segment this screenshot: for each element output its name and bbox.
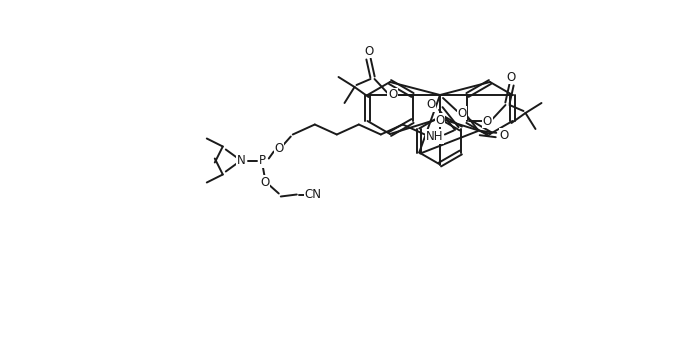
Text: O: O (388, 88, 397, 102)
Text: O: O (260, 176, 269, 189)
Text: P: P (259, 154, 267, 167)
Text: O: O (274, 142, 284, 155)
Text: O: O (507, 71, 516, 83)
Text: N: N (237, 154, 245, 167)
Text: O: O (364, 44, 373, 58)
Text: O: O (458, 106, 466, 120)
Text: O: O (483, 115, 492, 127)
Text: O: O (426, 98, 435, 111)
Text: O: O (499, 129, 509, 141)
Text: NH: NH (426, 130, 443, 143)
Text: O: O (435, 113, 445, 126)
Text: CN: CN (304, 188, 321, 201)
